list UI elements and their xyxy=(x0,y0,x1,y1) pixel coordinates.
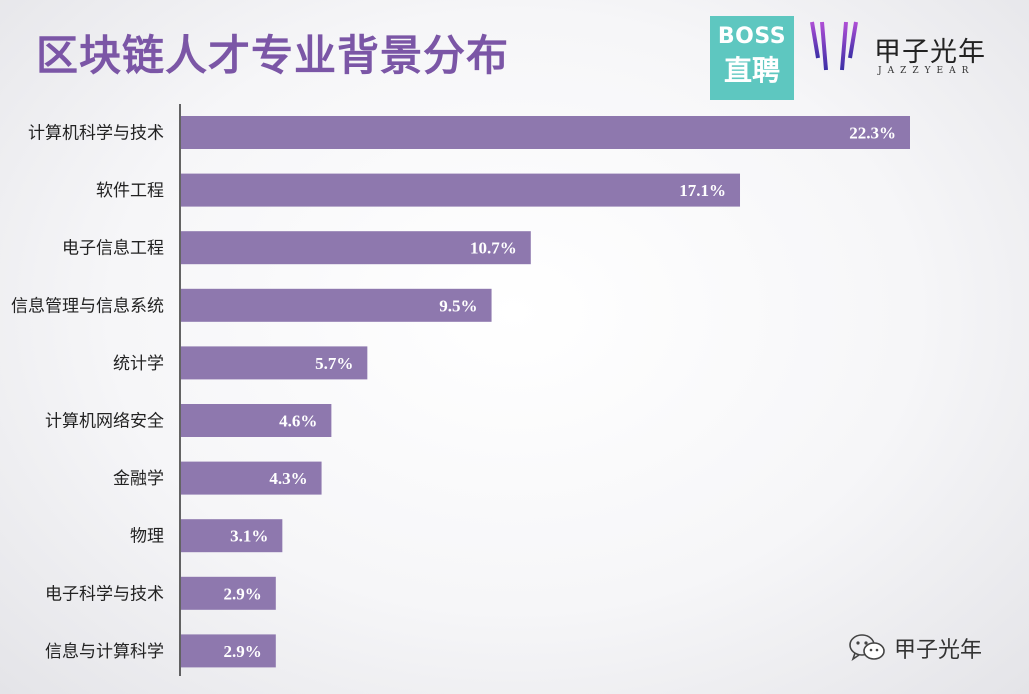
value-label: 4.6% xyxy=(279,412,317,431)
value-label: 22.3% xyxy=(849,124,896,143)
category-label: 统计学 xyxy=(113,354,164,374)
bar xyxy=(181,404,332,437)
value-label: 3.1% xyxy=(230,527,268,546)
boss-zhipin-logo: BOSS 直聘 xyxy=(710,16,794,100)
category-label: 电子科学与技术 xyxy=(45,584,164,604)
watermark-text: 甲子光年 xyxy=(894,638,983,663)
jazzyear-name: 甲子光年 xyxy=(874,37,986,68)
value-label: 9.5% xyxy=(439,296,477,315)
bar xyxy=(181,173,741,207)
value-label: 10.7% xyxy=(470,239,517,258)
value-label: 2.9% xyxy=(224,584,262,603)
wechat-icon xyxy=(849,634,885,661)
jazzyear-mark-icon xyxy=(810,21,858,92)
category-label: 软件工程 xyxy=(96,181,164,201)
category-label: 金融学 xyxy=(113,469,164,489)
jazzyear-subtitle: JAZZYEAR xyxy=(878,66,975,76)
boss-logo-line2: 直聘 xyxy=(723,54,780,87)
page-title: 区块链人才专业背景分布 xyxy=(36,31,510,80)
bar xyxy=(181,519,283,553)
bar xyxy=(181,231,531,265)
boss-logo-line1: BOSS xyxy=(717,24,787,49)
bar xyxy=(181,576,276,610)
value-label: 17.1% xyxy=(679,181,726,200)
value-label: 2.9% xyxy=(224,642,262,661)
bar xyxy=(181,634,276,668)
bar xyxy=(181,346,368,380)
category-label: 计算机网络安全 xyxy=(45,412,164,432)
category-label: 信息与计算科学 xyxy=(45,642,164,662)
wechat-watermark: 甲子光年 xyxy=(848,632,982,664)
bar xyxy=(181,288,492,322)
category-label: 物理 xyxy=(130,527,164,547)
category-label: 计算机科学与技术 xyxy=(28,124,164,144)
category-label: 电子信息工程 xyxy=(62,239,164,259)
bar xyxy=(181,461,322,495)
bars-group: 计算机科学与技术 22.3% 软件工程 17.1% 电子信息工程 10.7% 信息管理与信息… xyxy=(11,116,910,668)
value-label: 5.7% xyxy=(315,354,353,373)
value-label: 4.3% xyxy=(269,469,307,488)
bar xyxy=(181,116,910,149)
category-label: 信息管理与信息系统 xyxy=(11,296,164,316)
